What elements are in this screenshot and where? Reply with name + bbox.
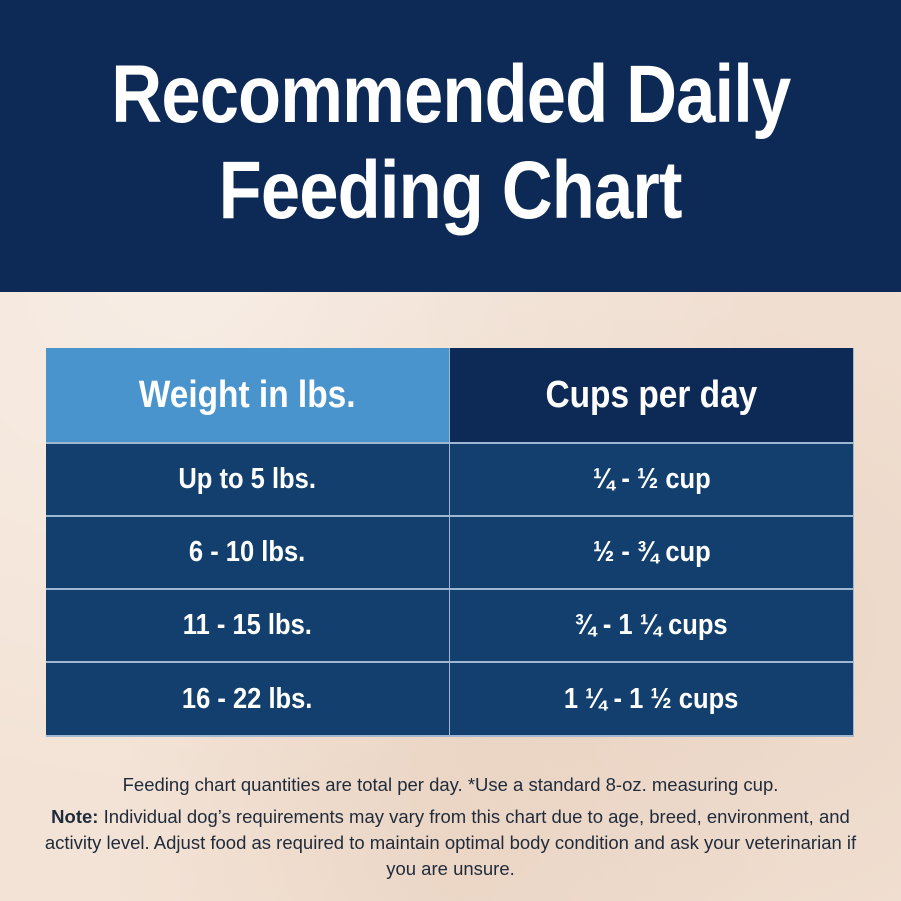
feeding-table: Weight in lbs. Cups per day Up to 5 lbs.… bbox=[46, 348, 854, 737]
page-title-line-2: Feeding Chart bbox=[219, 145, 683, 236]
table-cell-weight: 11 - 15 lbs. bbox=[46, 590, 450, 663]
cups-value: ¼ - ½ cup bbox=[592, 463, 711, 495]
footnote-quantities: Feeding chart quantities are total per d… bbox=[122, 774, 779, 795]
cups-value: 1 ¼ - 1 ½ cups bbox=[564, 682, 739, 715]
page-title-line-1: Recommended Daily bbox=[110, 49, 791, 140]
table-cell-cups: ¼ - ½ cup bbox=[450, 444, 854, 517]
table-cell-cups: ¾ - 1 ¼ cups bbox=[450, 590, 854, 663]
cups-value: ½ - ¾ cup bbox=[592, 536, 711, 568]
footnote-note: Note: Individual dog’s requirements may … bbox=[40, 804, 861, 882]
column-header-weight-label: Weight in lbs. bbox=[139, 373, 356, 416]
note-text: Individual dog’s requirements may vary f… bbox=[44, 806, 857, 879]
weight-value: Up to 5 lbs. bbox=[178, 463, 317, 495]
weight-value: 6 - 10 lbs. bbox=[189, 536, 306, 568]
cups-value: ¾ - 1 ¼ cups bbox=[574, 609, 729, 641]
footnotes: Feeding chart quantities are total per d… bbox=[40, 772, 861, 882]
table-cell-weight: 6 - 10 lbs. bbox=[46, 517, 450, 590]
weight-value: 16 - 22 lbs. bbox=[182, 682, 313, 715]
table-cell-cups: 1 ¼ - 1 ½ cups bbox=[450, 663, 854, 737]
table-cell-weight: 16 - 22 lbs. bbox=[46, 663, 450, 737]
column-header-cups: Cups per day bbox=[450, 348, 854, 444]
column-header-weight: Weight in lbs. bbox=[46, 348, 450, 444]
weight-value: 11 - 15 lbs. bbox=[182, 609, 313, 641]
table-cell-cups: ½ - ¾ cup bbox=[450, 517, 854, 590]
table-cell-weight: Up to 5 lbs. bbox=[46, 444, 450, 517]
header-banner: Recommended Daily Feeding Chart bbox=[0, 0, 901, 292]
column-header-cups-label: Cups per day bbox=[545, 373, 758, 416]
note-label: Note: bbox=[51, 806, 99, 827]
